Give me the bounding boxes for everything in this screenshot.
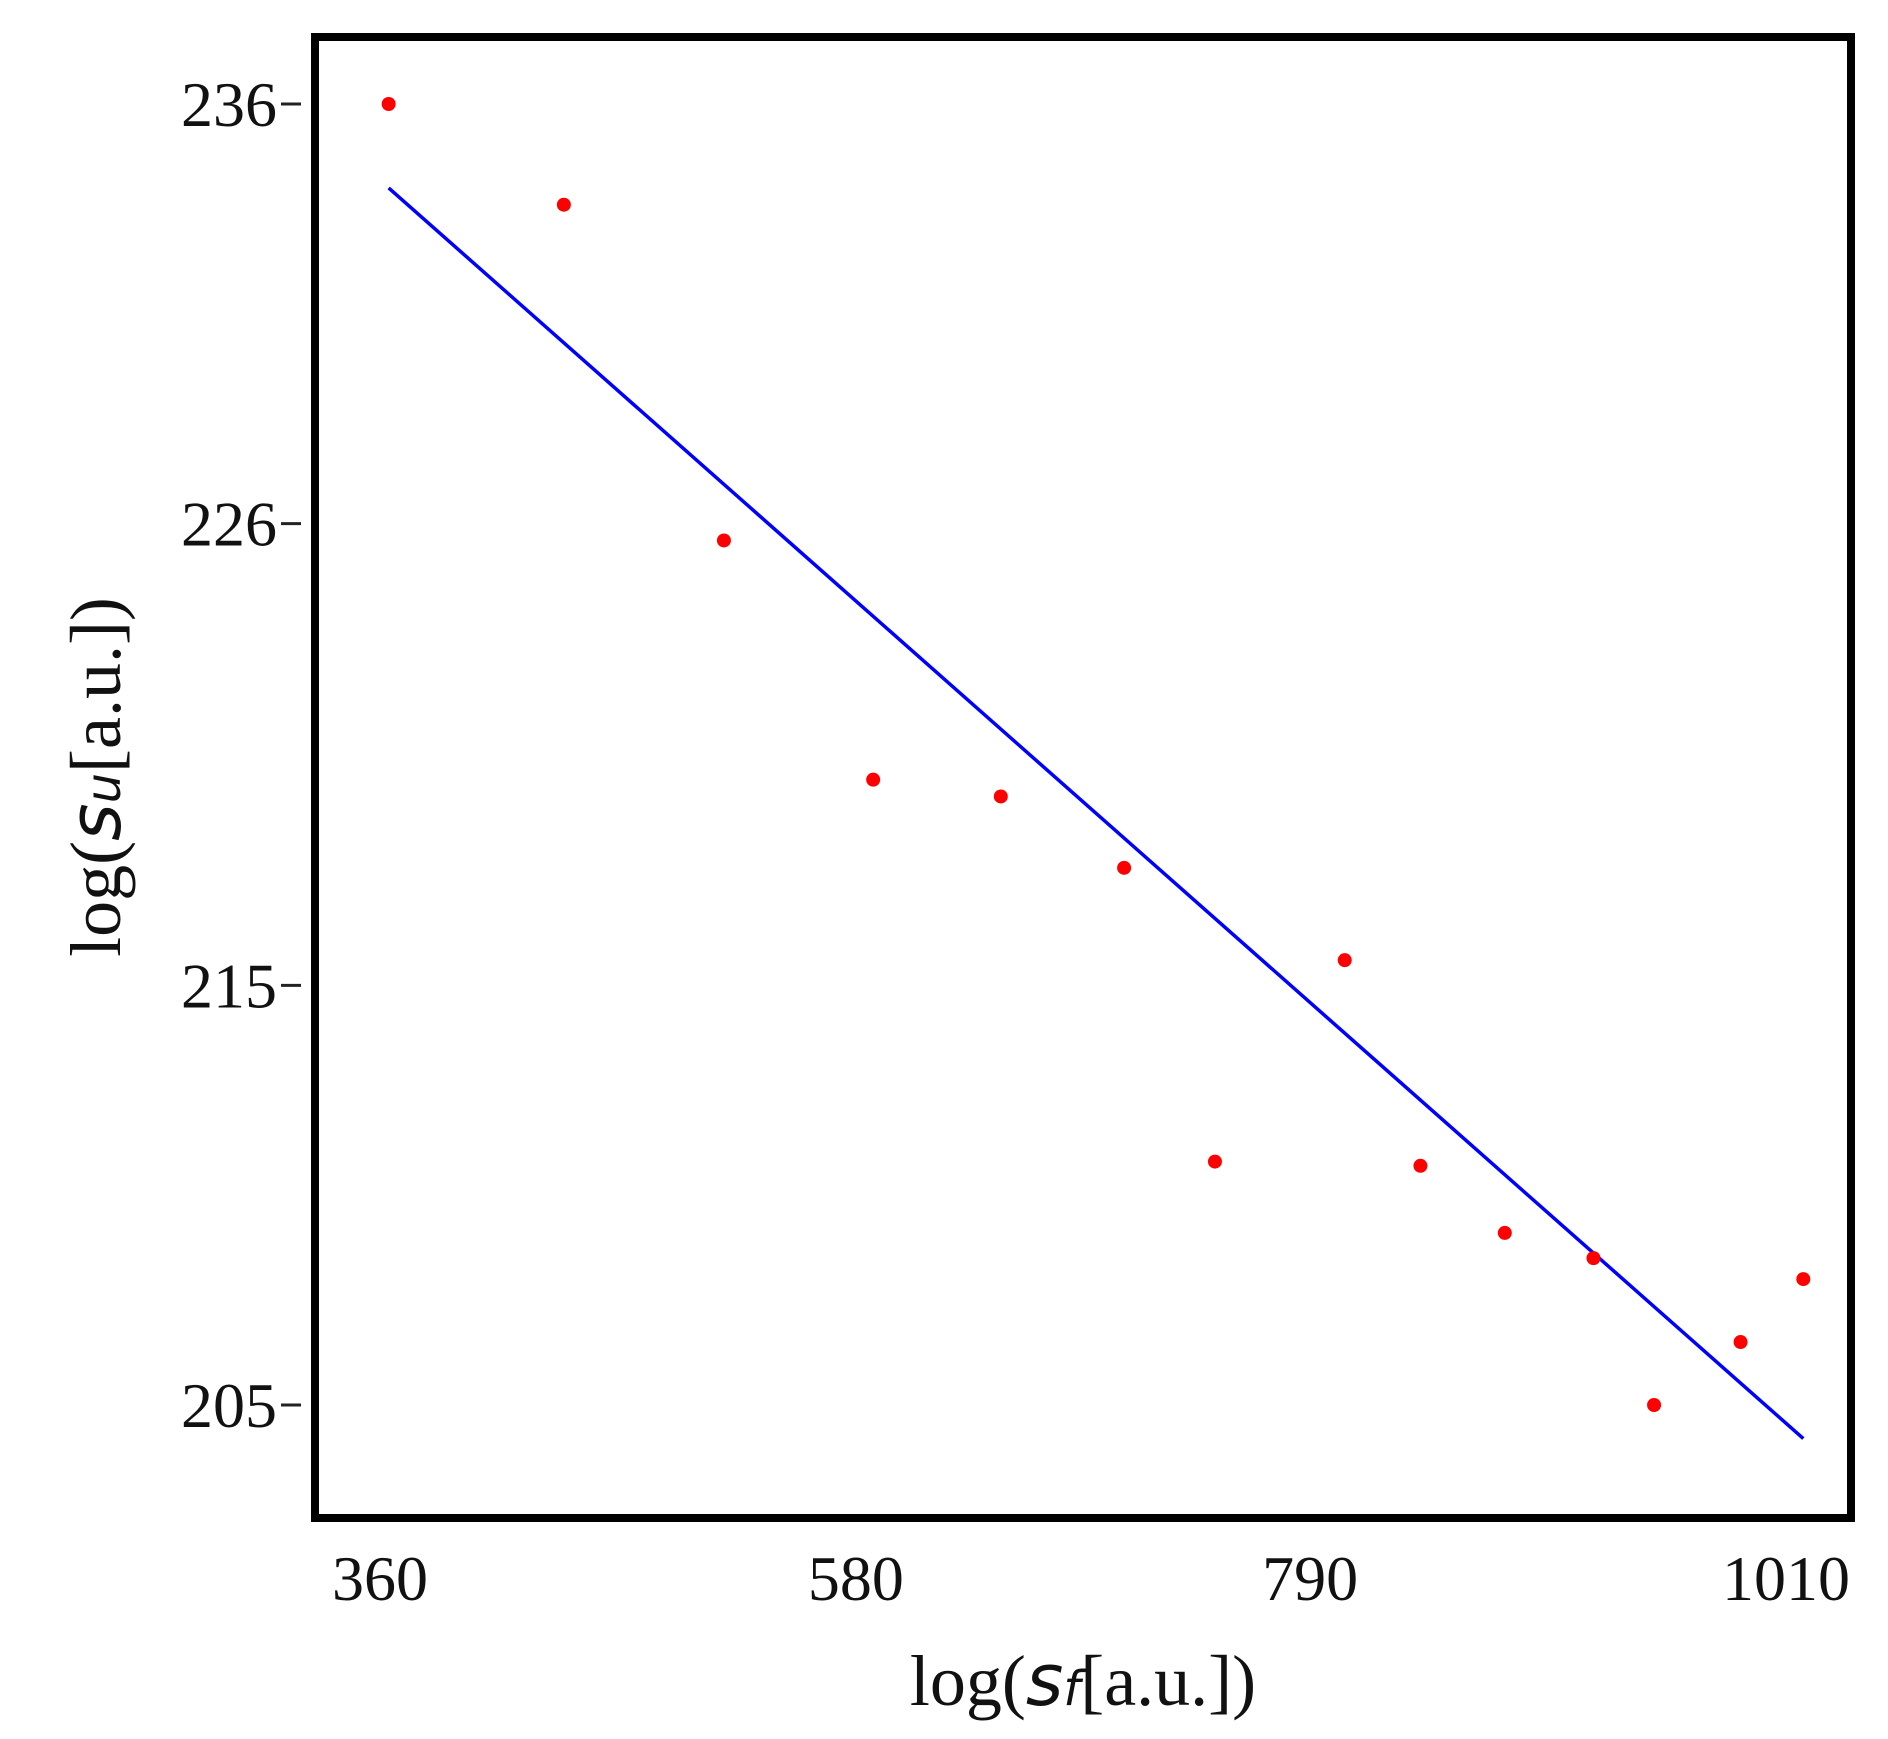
data-point	[1337, 953, 1352, 968]
fit-line	[387, 186, 1805, 1440]
y-axis-title-suffix: [a.u.])	[56, 597, 136, 773]
x-axis-title-suffix: [a.u.])	[1080, 1641, 1256, 1721]
y-axis-ticks: 205 215 226 236	[181, 69, 301, 1441]
y-tick-label: 215	[181, 950, 277, 1021]
data-point	[1497, 1225, 1512, 1240]
data-point	[1733, 1335, 1748, 1350]
data-point	[1647, 1398, 1662, 1412]
y-axis-title-symbol: s	[53, 803, 137, 841]
y-tick-label: 226	[181, 489, 277, 560]
x-tick-label: 360	[332, 1543, 428, 1614]
data-point	[716, 533, 731, 548]
x-axis-title-symbol: s	[1026, 1638, 1064, 1722]
x-axis-title: log(sf[a.u.])	[910, 1638, 1256, 1722]
data-point	[1117, 860, 1132, 875]
y-tick-label: 236	[181, 69, 277, 140]
data-point	[1207, 1154, 1222, 1169]
x-tick-label: 1010	[1722, 1543, 1850, 1614]
plot-series	[381, 97, 1811, 1440]
data-point	[1796, 1272, 1811, 1287]
data-point	[1413, 1158, 1428, 1173]
y-tick-label: 205	[181, 1370, 277, 1441]
data-point	[1586, 1251, 1601, 1266]
x-tick-label: 790	[1262, 1543, 1358, 1614]
x-axis-ticks: 360 580 790 1010	[332, 1543, 1850, 1614]
data-point	[381, 97, 396, 111]
x-tick-label: 580	[808, 1543, 904, 1614]
data-point	[556, 197, 571, 212]
y-axis-title-prefix: log(	[56, 841, 136, 957]
y-axis-title-subscript: u	[76, 773, 132, 803]
data-point	[993, 789, 1008, 804]
y-axis-title: log(su[a.u.])	[53, 597, 137, 957]
data-point	[866, 772, 881, 787]
plot-frame	[311, 33, 1855, 1522]
x-axis-title-prefix: log(	[910, 1641, 1026, 1721]
